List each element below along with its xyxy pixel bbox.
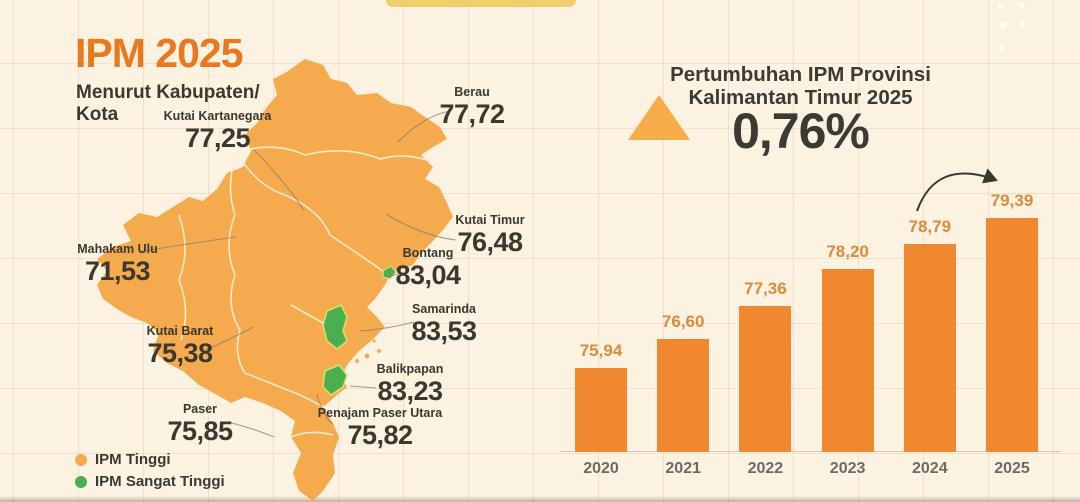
bar-year-label: 2025: [994, 460, 1030, 477]
region-name: Bontang: [402, 246, 454, 260]
legend-dot-green: [75, 475, 87, 488]
growth-title-line2: Kalimantan Timur 2025: [688, 85, 913, 109]
map-legend: IPM Tinggi IPM Sangat Tinggi: [75, 451, 225, 495]
map-region-samarinda: [322, 304, 348, 350]
bar-year-label: 2021: [665, 460, 701, 477]
region-label-kutai-kartanegara: Kutai Kartanegara 77,25: [135, 109, 300, 153]
top-ribbon-stub: [386, 0, 576, 7]
region-value: 83,04: [395, 259, 461, 290]
bar-value-label: 78,79: [908, 217, 952, 236]
growth-title: Pertumbuhan IPM Provinsi Kalimantan Timu…: [658, 63, 943, 110]
page-subtitle-line1: Menurut Kabupaten/: [76, 82, 260, 103]
legend-item-ipm-tinggi: IPM Tinggi: [75, 451, 225, 468]
page-title: IPM 2025: [75, 30, 243, 76]
sparkle-dots: [998, 2, 1025, 51]
legend-label: IPM Tinggi: [95, 451, 171, 468]
region-value: 83,53: [411, 315, 477, 346]
bar-group-2022: 77,36 2022: [739, 170, 792, 477]
region-label-kutai-barat: Kutai Barat 75,38: [110, 324, 250, 368]
bar-2025: [986, 218, 1038, 452]
region-value: 71,53: [84, 255, 151, 286]
bar-2023: [821, 269, 874, 452]
bar-2021: [657, 339, 710, 452]
bar-2024: [903, 244, 956, 452]
region-name: Kutai Barat: [146, 324, 214, 338]
region-label-samarinda: Samarinda 83,53: [384, 302, 504, 346]
region-label-penajam-paser-utara: Penajam Paser Utara 75,82: [300, 406, 460, 450]
region-label-kutai-timur: Kutai Timur 76,48: [420, 213, 560, 257]
bar-value-label: 78,20: [826, 242, 869, 261]
region-label-bontang: Bontang 83,04: [368, 246, 488, 290]
bar-group-2023: 78,20 2023: [821, 170, 874, 477]
page-subtitle: Menurut Kabupaten/ Kota: [76, 82, 260, 126]
bar-value-label: 77,36: [744, 279, 787, 298]
region-value: 75,38: [147, 337, 213, 368]
region-label-mahakam-ulu: Mahakam Ulu 71,53: [45, 242, 190, 286]
growth-title-line1: Pertumbuhan IPM Provinsi: [670, 63, 931, 86]
region-value: 83,23: [377, 375, 443, 406]
page-subtitle-line2: Kota: [76, 103, 119, 125]
region-name: Samarinda: [412, 302, 476, 316]
bar-group-2024: 78,79 2024: [903, 170, 956, 477]
region-name: Penajam Paser Utara: [317, 406, 443, 420]
legend-item-ipm-sangat-tinggi: IPM Sangat Tinggi: [75, 473, 225, 490]
bar-year-label: 2024: [912, 460, 948, 477]
legend-dot-orange: [75, 453, 87, 466]
region-name: Kutai Timur: [455, 213, 525, 227]
region-label-paser: Paser 75,85: [140, 402, 260, 446]
map-province-shape: [97, 59, 453, 501]
bar-group-2020: 75,94 2020: [575, 170, 627, 477]
bar-group-2025: 79,39 2025: [986, 170, 1038, 477]
region-name: Balikpapan: [376, 362, 444, 376]
region-name: Kutai Kartanegara: [163, 109, 272, 123]
bar-value-label: 76,60: [661, 312, 705, 331]
growth-value: 0,76%: [732, 103, 870, 159]
region-value: 77,72: [439, 98, 505, 129]
bar-2022: [739, 306, 792, 452]
bottom-edge-shadow: [0, 496, 1080, 502]
bar-2020: [575, 368, 627, 452]
region-label-balikpapan: Balikpapan 83,23: [350, 362, 470, 406]
region-value: 75,85: [167, 415, 233, 446]
bar-year-label: 2022: [747, 460, 784, 477]
bar-value-label: 75,94: [579, 341, 623, 360]
map-region-balikpapan: [322, 364, 348, 396]
region-value: 77,25: [184, 122, 251, 153]
bar-value-label: 79,39: [990, 191, 1034, 210]
legend-label: IPM Sangat Tinggi: [95, 473, 225, 490]
region-value: 76,48: [457, 226, 523, 257]
region-label-berau: Berau 77,72: [412, 85, 532, 129]
growth-triangle-icon: [628, 95, 690, 140]
region-name: Berau: [454, 85, 490, 99]
region-name: Paser: [182, 402, 218, 416]
bar-year-label: 2020: [583, 460, 619, 477]
chart-baseline: [560, 451, 1061, 452]
region-value: 75,82: [347, 419, 413, 450]
province-map: [97, 59, 453, 501]
bar-group-2021: 76,60 2021: [657, 170, 710, 477]
ipm-bar-chart: 75,94 2020 76,60 2021 77,36 2022 78,20 2023 78,7…: [560, 170, 1061, 477]
bar-year-label: 2023: [829, 460, 866, 477]
region-name: Mahakam Ulu: [77, 242, 158, 256]
